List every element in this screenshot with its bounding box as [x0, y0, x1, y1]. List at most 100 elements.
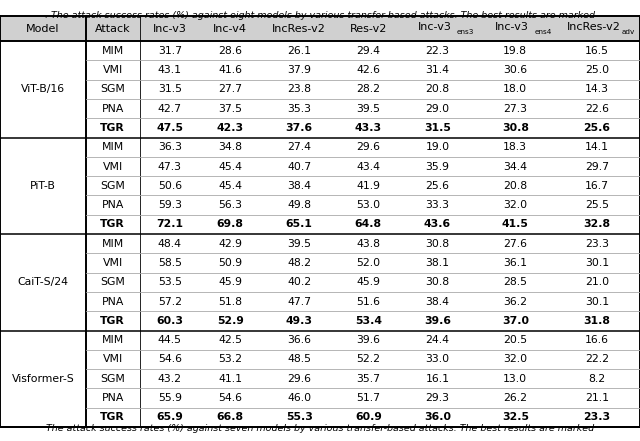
- Text: 29.0: 29.0: [426, 104, 449, 114]
- Text: 22.2: 22.2: [585, 355, 609, 364]
- Text: 36.1: 36.1: [503, 258, 527, 268]
- Text: 32.8: 32.8: [584, 219, 611, 229]
- Text: 50.9: 50.9: [218, 258, 243, 268]
- Text: 31.5: 31.5: [158, 84, 182, 94]
- Text: 43.1: 43.1: [158, 65, 182, 75]
- Text: 37.9: 37.9: [287, 65, 311, 75]
- Text: 22.3: 22.3: [426, 46, 449, 56]
- Text: 53.5: 53.5: [158, 277, 182, 287]
- Text: 27.7: 27.7: [218, 84, 242, 94]
- Text: VMI: VMI: [102, 65, 123, 75]
- Text: ViT-B/16: ViT-B/16: [21, 84, 65, 94]
- Text: 28.2: 28.2: [356, 84, 380, 94]
- Text: Visformer-S: Visformer-S: [12, 374, 74, 384]
- Text: 39.6: 39.6: [356, 335, 380, 345]
- Text: 31.5: 31.5: [424, 123, 451, 133]
- Text: CaiT-S/24: CaiT-S/24: [17, 277, 68, 287]
- Text: 29.3: 29.3: [426, 393, 449, 403]
- Text: Inc-v3: Inc-v3: [417, 22, 451, 32]
- Text: PNA: PNA: [102, 297, 124, 306]
- Text: 39.5: 39.5: [356, 104, 380, 114]
- Text: 14.1: 14.1: [585, 142, 609, 152]
- Text: 72.1: 72.1: [156, 219, 183, 229]
- Text: Attack: Attack: [95, 23, 131, 34]
- Text: PiT-B: PiT-B: [30, 181, 56, 191]
- Text: 55.9: 55.9: [158, 393, 182, 403]
- Text: 41.1: 41.1: [218, 374, 242, 384]
- Text: 45.4: 45.4: [218, 161, 242, 172]
- Text: 8.2: 8.2: [589, 374, 605, 384]
- Text: 49.3: 49.3: [286, 316, 313, 326]
- Text: 54.6: 54.6: [218, 393, 242, 403]
- Text: 29.4: 29.4: [356, 46, 380, 56]
- Text: 34.8: 34.8: [218, 142, 242, 152]
- Text: Inc-v3: Inc-v3: [153, 23, 187, 34]
- Text: 13.0: 13.0: [503, 374, 527, 384]
- Text: . The attack success rates (%) against eight models by various transfer-based at: . The attack success rates (%) against e…: [45, 11, 595, 20]
- Text: 43.3: 43.3: [355, 123, 382, 133]
- Text: 69.8: 69.8: [217, 219, 244, 229]
- Text: 59.3: 59.3: [158, 200, 182, 210]
- Text: 16.7: 16.7: [585, 181, 609, 191]
- Text: 37.5: 37.5: [218, 104, 242, 114]
- Text: 25.0: 25.0: [585, 65, 609, 75]
- Text: 50.6: 50.6: [157, 181, 182, 191]
- Text: SGM: SGM: [100, 277, 125, 287]
- Text: 48.4: 48.4: [158, 239, 182, 249]
- Text: 31.4: 31.4: [426, 65, 449, 75]
- Bar: [0, 16, 640, 41]
- Text: 52.0: 52.0: [356, 258, 380, 268]
- Text: 20.5: 20.5: [503, 335, 527, 345]
- Text: SGM: SGM: [100, 84, 125, 94]
- Text: 18.0: 18.0: [503, 84, 527, 94]
- Text: ens4: ens4: [534, 29, 552, 35]
- Text: 66.8: 66.8: [217, 412, 244, 422]
- Text: 22.6: 22.6: [585, 104, 609, 114]
- Text: 32.0: 32.0: [503, 200, 527, 210]
- Text: 41.9: 41.9: [356, 181, 380, 191]
- Text: Inc-v4: Inc-v4: [213, 23, 247, 34]
- Text: 36.3: 36.3: [158, 142, 182, 152]
- Text: Model: Model: [26, 23, 60, 34]
- Text: MIM: MIM: [102, 335, 124, 345]
- Text: 42.5: 42.5: [218, 335, 242, 345]
- Text: 64.8: 64.8: [355, 219, 382, 229]
- Text: 58.5: 58.5: [158, 258, 182, 268]
- Text: 26.2: 26.2: [503, 393, 527, 403]
- Text: 16.5: 16.5: [585, 46, 609, 56]
- Text: 30.8: 30.8: [426, 239, 449, 249]
- Text: 45.9: 45.9: [218, 277, 242, 287]
- Text: 42.7: 42.7: [158, 104, 182, 114]
- Text: 33.0: 33.0: [426, 355, 449, 364]
- Text: 32.5: 32.5: [502, 412, 529, 422]
- Text: 30.1: 30.1: [585, 297, 609, 306]
- Text: 42.6: 42.6: [356, 65, 380, 75]
- Text: 14.3: 14.3: [585, 84, 609, 94]
- Text: 51.8: 51.8: [218, 297, 242, 306]
- Text: 37.0: 37.0: [502, 316, 529, 326]
- Text: 48.5: 48.5: [287, 355, 311, 364]
- Text: 25.6: 25.6: [584, 123, 611, 133]
- Text: TGR: TGR: [100, 316, 125, 326]
- Text: SGM: SGM: [100, 181, 125, 191]
- Text: TGR: TGR: [100, 123, 125, 133]
- Text: 36.2: 36.2: [503, 297, 527, 306]
- Text: 27.3: 27.3: [503, 104, 527, 114]
- Text: 51.6: 51.6: [356, 297, 380, 306]
- Text: 41.6: 41.6: [218, 65, 242, 75]
- Text: 20.8: 20.8: [426, 84, 449, 94]
- Text: PNA: PNA: [102, 200, 124, 210]
- Text: 23.3: 23.3: [585, 239, 609, 249]
- Text: 38.1: 38.1: [426, 258, 449, 268]
- Text: 31.7: 31.7: [158, 46, 182, 56]
- Text: 49.8: 49.8: [287, 200, 311, 210]
- Text: TGR: TGR: [100, 412, 125, 422]
- Text: 43.8: 43.8: [356, 239, 380, 249]
- Text: 47.3: 47.3: [158, 161, 182, 172]
- Text: 65.1: 65.1: [286, 219, 313, 229]
- Text: 27.6: 27.6: [503, 239, 527, 249]
- Text: 34.4: 34.4: [503, 161, 527, 172]
- Text: 52.2: 52.2: [356, 355, 380, 364]
- Text: 35.7: 35.7: [356, 374, 380, 384]
- Text: 57.2: 57.2: [158, 297, 182, 306]
